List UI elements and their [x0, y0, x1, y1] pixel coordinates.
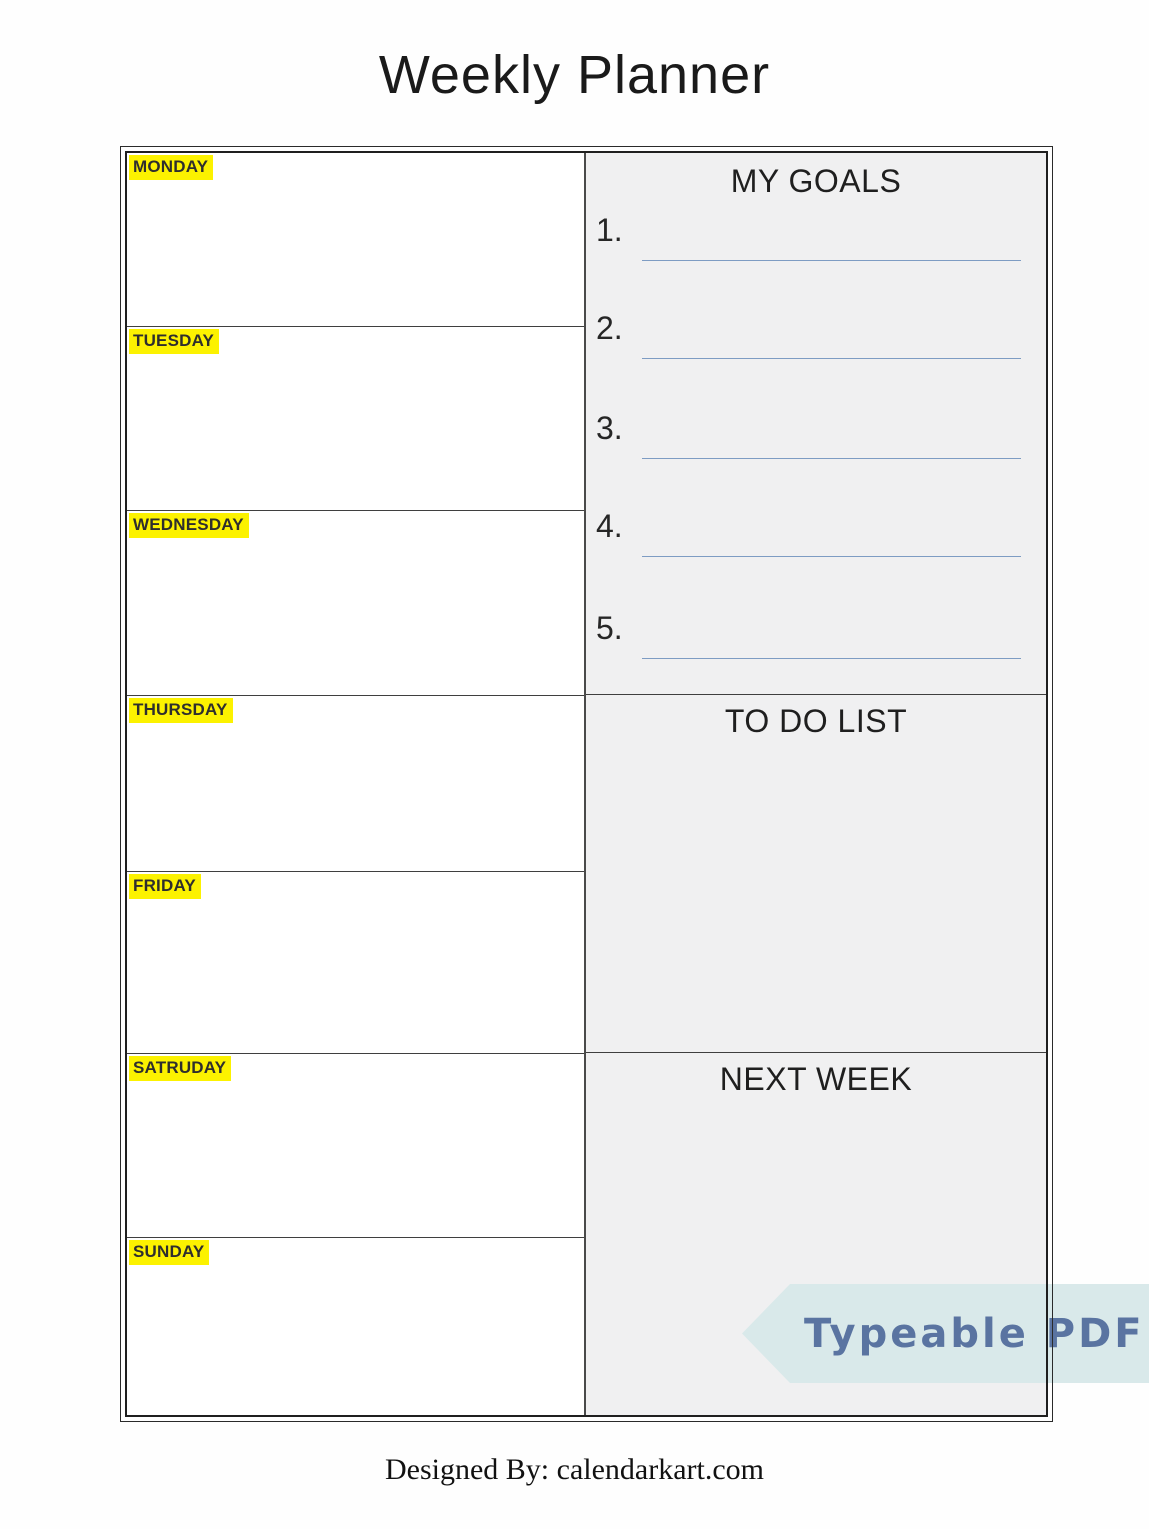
day-label-sunday: SUNDAY: [129, 1240, 210, 1265]
day-label-wednesday: WEDNESDAY: [129, 513, 249, 538]
day-row-sunday[interactable]: SUNDAY: [127, 1237, 584, 1415]
right-column: MY GOALS 1. 2. 3. 4.: [586, 153, 1046, 1415]
day-label-saturday: SATRUDAY: [129, 1056, 232, 1081]
goal-item-2: 2.: [586, 310, 1046, 365]
day-column: MONDAY TUESDAY WEDNESDAY THURSDAY FRIDAY…: [127, 153, 586, 1415]
goal-input-line-4[interactable]: [642, 556, 1021, 557]
day-row-monday[interactable]: MONDAY: [127, 153, 584, 326]
day-row-thursday[interactable]: THURSDAY: [127, 695, 584, 871]
footer-credit: Designed By: calendarkart.com: [384, 1453, 765, 1486]
goal-number-2: 2.: [596, 310, 623, 346]
day-row-friday[interactable]: FRIDAY: [127, 871, 584, 1053]
goal-input-line-1[interactable]: [642, 260, 1021, 261]
day-row-saturday[interactable]: SATRUDAY: [127, 1053, 584, 1237]
goal-item-3: 3.: [586, 410, 1046, 465]
goal-number-1: 1.: [596, 212, 623, 248]
page-title: Weekly Planner: [378, 45, 771, 105]
goal-item-5: 5.: [586, 610, 1046, 665]
typeable-pdf-banner-label: Typeable PDF: [804, 1310, 1145, 1357]
typeable-pdf-banner: Typeable PDF: [742, 1284, 1149, 1383]
day-label-tuesday: TUESDAY: [129, 329, 220, 354]
day-label-monday: MONDAY: [129, 155, 214, 180]
goal-item-1: 1.: [586, 212, 1046, 267]
table-border-over-banner-outer: [1052, 1284, 1053, 1383]
table-border-over-banner-inner: [1045, 1284, 1048, 1383]
planner-table-inner: MONDAY TUESDAY WEDNESDAY THURSDAY FRIDAY…: [125, 151, 1048, 1417]
day-label-thursday: THURSDAY: [129, 698, 233, 723]
day-label-friday: FRIDAY: [129, 874, 201, 899]
goal-number-3: 3.: [596, 410, 623, 446]
todo-heading: TO DO LIST: [724, 703, 908, 739]
goal-input-line-3[interactable]: [642, 458, 1021, 459]
planner-table: MONDAY TUESDAY WEDNESDAY THURSDAY FRIDAY…: [120, 146, 1053, 1422]
goals-heading: MY GOALS: [730, 163, 902, 199]
goal-number-4: 4.: [596, 508, 623, 544]
goal-input-line-5[interactable]: [642, 658, 1021, 659]
day-row-wednesday[interactable]: WEDNESDAY: [127, 510, 584, 695]
next-week-heading: NEXT WEEK: [719, 1061, 913, 1097]
goal-item-4: 4.: [586, 508, 1046, 563]
todo-section: TO DO LIST: [586, 694, 1046, 1052]
day-row-tuesday[interactable]: TUESDAY: [127, 326, 584, 510]
goal-number-5: 5.: [596, 610, 623, 646]
goal-input-line-2[interactable]: [642, 358, 1021, 359]
goals-section: MY GOALS 1. 2. 3. 4.: [586, 153, 1046, 694]
next-week-section: NEXT WEEK: [586, 1052, 1046, 1415]
todo-input-area[interactable]: [586, 745, 1046, 1052]
